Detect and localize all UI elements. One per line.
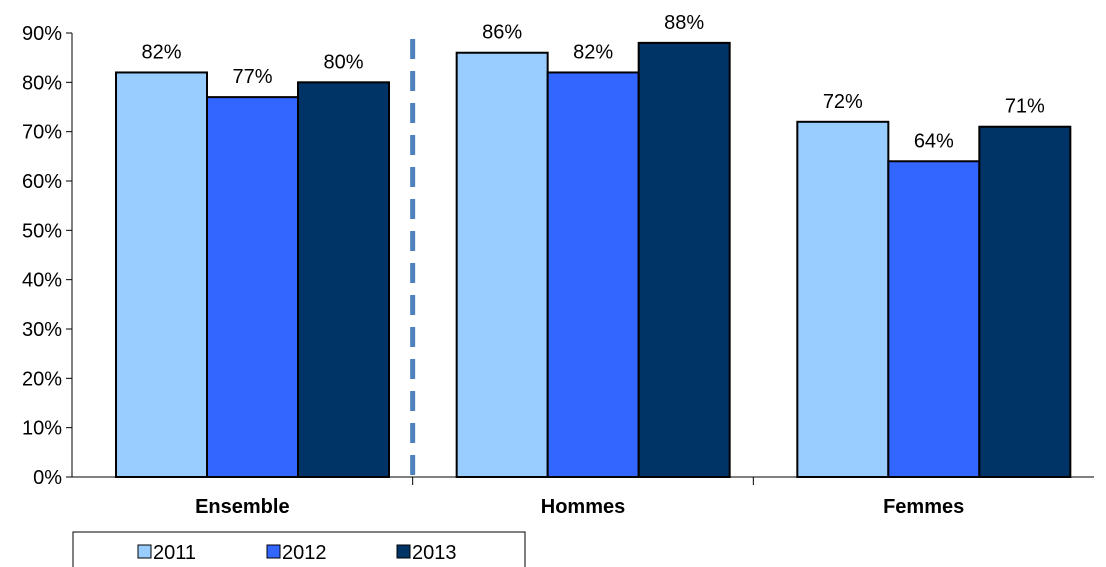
data-label-femmes-2013: 71% xyxy=(1005,96,1045,118)
bar-hommes-2011 xyxy=(455,51,549,478)
y-tick-label: 20% xyxy=(22,368,62,390)
legend-swatch-2013 xyxy=(396,544,411,559)
data-labels: 82% 77% 80% 86% 82% 88% 72% 64% 71% xyxy=(141,12,1045,152)
y-tick-label: 90% xyxy=(22,23,62,45)
data-label-femmes-2012: 64% xyxy=(914,130,954,152)
data-label-hommes-2012: 82% xyxy=(573,41,613,63)
y-tick-label: 60% xyxy=(22,171,62,193)
y-tick-label: 10% xyxy=(22,418,62,440)
bar-femmes-2011 xyxy=(796,120,890,479)
data-label-ensemble-2012: 77% xyxy=(232,66,272,88)
bar-hommes-2013 xyxy=(637,41,731,478)
legend-label-2012: 2012 xyxy=(282,542,327,564)
y-tick-label: 0% xyxy=(33,467,62,489)
data-label-ensemble-2011: 82% xyxy=(141,41,181,63)
y-tick-label: 80% xyxy=(22,72,62,94)
legend-swatch-2011 xyxy=(137,544,152,559)
data-label-ensemble-2013: 80% xyxy=(323,51,363,73)
legend-label-2013: 2013 xyxy=(412,542,457,564)
bar-ensemble-2013 xyxy=(297,81,390,478)
y-tick-label: 50% xyxy=(22,220,62,242)
y-tick-label: 30% xyxy=(22,319,62,341)
legend: 2011 2012 2013 xyxy=(72,531,526,567)
bar-femmes-2013 xyxy=(978,125,1072,478)
y-tick-label: 40% xyxy=(22,270,62,292)
bars xyxy=(115,41,1072,479)
axes xyxy=(66,33,1094,485)
legend-swatch-2012 xyxy=(266,544,281,559)
category-label-ensemble: Ensemble xyxy=(195,496,289,518)
bar-ensemble-2012 xyxy=(206,96,299,478)
category-label-femmes: Femmes xyxy=(883,496,964,518)
bar-ensemble-2011 xyxy=(115,71,208,478)
data-label-hommes-2011: 86% xyxy=(482,22,522,44)
data-label-femmes-2011: 72% xyxy=(823,91,863,113)
y-tick-label: 70% xyxy=(22,122,62,144)
data-label-hommes-2013: 88% xyxy=(664,12,704,34)
legend-label-2011: 2011 xyxy=(153,542,196,564)
bar-hommes-2012 xyxy=(546,71,640,478)
category-label-hommes: Hommes xyxy=(541,496,625,518)
x-axis-category-labels: Ensemble Hommes Femmes xyxy=(195,496,964,518)
bar-femmes-2012 xyxy=(887,160,981,478)
y-axis-ticks: 0% 10% 20% 30% 40% 50% 60% 70% 80% 90% xyxy=(22,23,72,489)
